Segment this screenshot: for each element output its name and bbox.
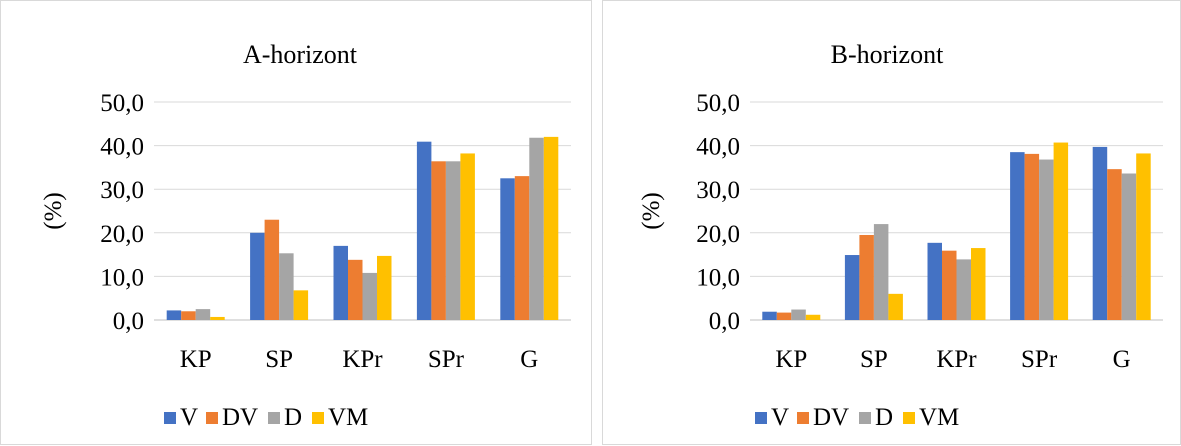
legend-label-v: V [180, 404, 198, 431]
bar-vm-spr [1053, 142, 1069, 320]
bar-d-sp [873, 224, 889, 320]
bar-dv-sp [859, 234, 874, 320]
x-tick-label: KPr [936, 346, 977, 373]
y-tick-label: 40,0 [100, 134, 144, 161]
bar-vm-kp [210, 316, 225, 320]
x-tick-label: SPr [1021, 346, 1058, 373]
legend-swatch-d [859, 412, 871, 424]
bar-vm-kpr [971, 248, 986, 320]
bar-v-g [1092, 146, 1108, 320]
bar-v-kp [166, 310, 182, 320]
bar-d-sp [279, 253, 294, 320]
legend-swatch-d [268, 412, 280, 424]
x-tick-label: SPr [428, 346, 465, 373]
bar-vm-g [1136, 153, 1151, 320]
bar-vm-kpr [377, 255, 392, 320]
bar-vm-g [543, 136, 559, 320]
bar-vm-kp [805, 314, 821, 320]
x-tick-label: KP [180, 346, 212, 373]
bar-d-kp [791, 309, 806, 320]
bar-d-kpr [956, 259, 971, 320]
bar-dv-kpr [348, 259, 363, 320]
bar-v-sp [250, 232, 265, 320]
bar-v-kpr [927, 242, 942, 320]
legend-label-d: D [875, 404, 893, 431]
legend-label-dv: DV [813, 404, 849, 431]
bar-v-kp [762, 311, 777, 320]
bar-v-g [500, 178, 515, 320]
x-tick-label: KP [775, 346, 807, 373]
legend-swatch-vm [312, 412, 324, 424]
y-tick-label: 0,0 [709, 308, 740, 335]
bar-vm-sp [888, 293, 903, 320]
bar-v-spr [1010, 152, 1025, 320]
x-tick-label: SP [860, 346, 888, 373]
y-axis-label: (%) [638, 192, 665, 229]
y-tick-label: 30,0 [100, 177, 144, 204]
chart-title: A-horizont [243, 40, 358, 69]
x-tick-label: SP [265, 346, 293, 373]
legend-swatch-vm [903, 412, 915, 424]
chart-panel-b-horizont: B-horizont 0,0 10,0 20,0 30,0 40,0 50,0 (%) KP SP… [602, 0, 1181, 445]
bar-v-sp [844, 255, 860, 320]
legend-label-vm: VM [328, 404, 368, 431]
bar-d-spr [445, 161, 461, 320]
bar-vm-sp [293, 290, 309, 320]
bar-d-spr [1039, 159, 1054, 320]
x-tick-label: G [1113, 346, 1131, 373]
chart-panel-a-horizont: A-horizont 0,0 10,0 20,0 30,0 40,0 50,0 (%) KP SP… [0, 0, 592, 445]
bar-v-spr [416, 141, 432, 320]
bar-dv-g [1107, 169, 1122, 320]
bar-v-kpr [333, 245, 348, 320]
chart-title: B-horizont [831, 40, 944, 69]
y-tick-label: 0,0 [113, 308, 144, 335]
y-tick-label: 10,0 [100, 264, 144, 291]
chart-a-horizont: A-horizont 0,0 10,0 20,0 30,0 40,0 50,0 (%) KP SP… [40, 40, 571, 431]
y-axis-label: (%) [40, 192, 67, 229]
y-tick-label: 20,0 [696, 221, 740, 248]
bar-vm-spr [460, 153, 475, 320]
y-tick-label: 20,0 [100, 221, 144, 248]
x-tick-label: KPr [342, 346, 383, 373]
bar-dv-spr [1024, 153, 1040, 320]
y-tick-label: 50,0 [696, 90, 740, 117]
legend-label-d: D [284, 404, 302, 431]
bar-dv-kp [776, 312, 792, 320]
y-tick-label: 40,0 [696, 134, 740, 161]
bar-dv-g [514, 176, 530, 320]
legend-label-dv: DV [222, 404, 258, 431]
legend-swatch-v [164, 412, 176, 424]
bar-d-g [529, 137, 544, 320]
bar-dv-kpr [942, 250, 957, 320]
x-tick-label: G [520, 346, 538, 373]
chart-b-horizont: B-horizont 0,0 10,0 20,0 30,0 40,0 50,0 (%) KP SP… [638, 40, 1163, 431]
bar-d-g [1121, 173, 1137, 320]
legend-label-vm: VM [919, 404, 959, 431]
legend-swatch-dv [206, 412, 218, 424]
y-tick-label: 50,0 [100, 90, 144, 117]
legend-swatch-dv [797, 412, 809, 424]
y-tick-label: 30,0 [696, 177, 740, 204]
legend-label-v: V [771, 404, 789, 431]
legend-swatch-v [755, 412, 767, 424]
y-tick-label: 10,0 [696, 264, 740, 291]
bar-d-kp [195, 309, 211, 320]
bar-d-kpr [362, 272, 377, 320]
bar-dv-sp [264, 219, 280, 320]
bar-dv-kp [181, 311, 196, 320]
bar-dv-spr [431, 161, 446, 320]
